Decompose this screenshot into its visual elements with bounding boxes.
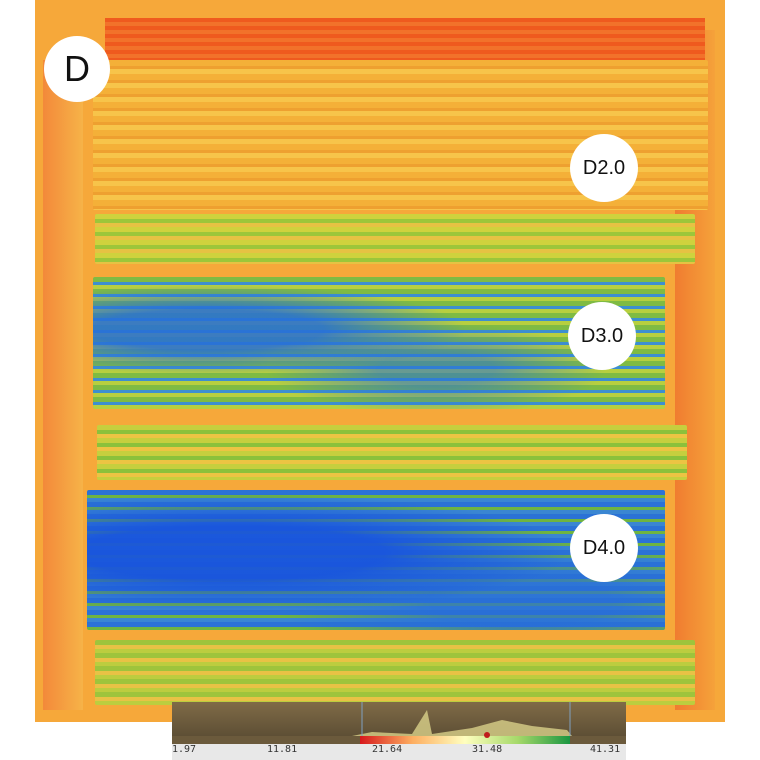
plot-strip-3 — [95, 640, 695, 705]
field-top-band — [105, 18, 705, 66]
scale-axis — [172, 744, 626, 760]
histogram-scale: 1.97 11.81 21.64 31.48 41.31 — [172, 702, 626, 760]
field-orthomosaic — [35, 0, 725, 722]
scale-tick: 21.64 — [372, 744, 403, 755]
scale-tick: 41.31 — [590, 744, 621, 755]
scale-tick: 1.97 — [172, 744, 197, 755]
histogram-curve — [172, 702, 572, 736]
plot-d4 — [87, 490, 665, 630]
plot-label-d4: D4.0 — [570, 514, 638, 582]
plot-strip-2 — [97, 425, 687, 480]
scale-tick: 11.81 — [267, 744, 298, 755]
field-left-border — [43, 60, 83, 710]
histogram-marker — [484, 732, 490, 738]
panel-label: D — [44, 36, 110, 102]
scale-tick: 31.48 — [472, 744, 503, 755]
color-ramp — [360, 736, 570, 744]
plot-label-d2: D2.0 — [570, 134, 638, 202]
plot-label-d3: D3.0 — [568, 302, 636, 370]
histogram-plot — [172, 702, 626, 736]
plot-strip-1 — [95, 214, 695, 264]
